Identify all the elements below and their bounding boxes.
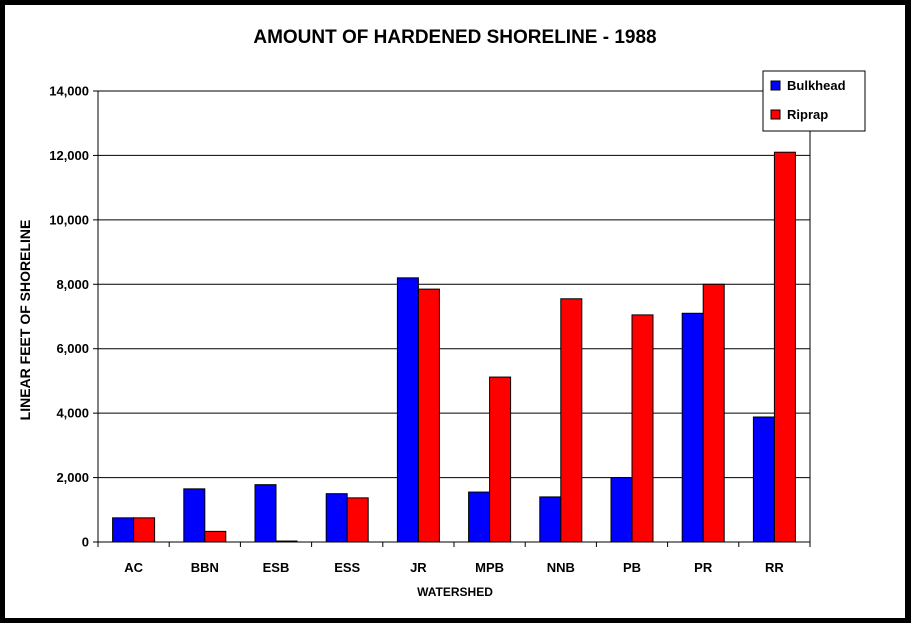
x-tick-label: MPB <box>475 560 504 575</box>
y-axis-label: LINEAR FEET OF SHORELINE <box>17 220 33 421</box>
y-tick-label: 8,000 <box>56 277 89 292</box>
x-tick-label: ESS <box>334 560 360 575</box>
legend: Bulkhead Riprap <box>762 70 866 132</box>
y-tick-label: 14,000 <box>49 84 89 99</box>
chart-frame: AMOUNT OF HARDENED SHORELINE - 1988 0 2,0… <box>5 5 905 618</box>
bar-bulkhead-esb <box>254 484 277 543</box>
x-axis-label: WATERSHED <box>417 585 493 599</box>
x-tick-label: RR <box>765 560 784 575</box>
bar-bulkhead-pr <box>681 312 704 543</box>
bar-bulkhead-ess <box>325 493 348 543</box>
bar-bulkhead-nnb <box>539 496 562 543</box>
x-tick-label: AC <box>124 560 143 575</box>
y-tick-label: 10,000 <box>49 212 89 227</box>
x-tick-label: BBN <box>191 560 219 575</box>
bar-bulkhead-jr <box>396 277 419 543</box>
bar-chart: AMOUNT OF HARDENED SHORELINE - 1988 0 2,0… <box>17 27 866 599</box>
x-tick-label: NNB <box>547 560 575 575</box>
y-tick-label: 2,000 <box>56 470 89 485</box>
bar-riprap-pr <box>702 283 725 543</box>
bar-riprap-ess <box>346 497 369 543</box>
x-tick-label: JR <box>410 560 427 575</box>
bar-bulkhead-rr <box>752 416 775 543</box>
y-tick-label: 6,000 <box>56 341 89 356</box>
bar-riprap-mpb <box>489 376 512 543</box>
chart-title: AMOUNT OF HARDENED SHORELINE - 1988 <box>253 27 656 48</box>
legend-label-riprap: Riprap <box>787 107 828 122</box>
legend-swatch-riprap <box>770 109 781 120</box>
bar-bulkhead-bbn <box>183 488 206 543</box>
bar-riprap-nnb <box>560 298 583 543</box>
y-tick-label: 4,000 <box>56 406 89 421</box>
y-tick-label: 0 <box>82 535 89 550</box>
bar-riprap-rr <box>773 151 796 543</box>
bar-riprap-jr <box>417 288 440 543</box>
bar-riprap-ac <box>133 517 156 543</box>
bar-bulkhead-ac <box>112 517 135 543</box>
axes: 0 2,000 4,000 6,000 8,000 10,000 12,000 14,000 A… <box>49 84 811 575</box>
bars <box>112 151 796 543</box>
x-tick-label: PR <box>694 560 713 575</box>
legend-label-bulkhead: Bulkhead <box>787 78 846 93</box>
gridlines <box>98 90 810 479</box>
legend-swatch-bulkhead <box>770 80 781 91</box>
bar-bulkhead-pb <box>610 477 633 543</box>
x-tick-label: PB <box>623 560 641 575</box>
bar-riprap-bbn <box>204 530 227 543</box>
bar-bulkhead-mpb <box>468 491 491 543</box>
bar-riprap-pb <box>631 314 654 543</box>
x-tick-label: ESB <box>263 560 290 575</box>
y-tick-label: 12,000 <box>49 148 89 163</box>
